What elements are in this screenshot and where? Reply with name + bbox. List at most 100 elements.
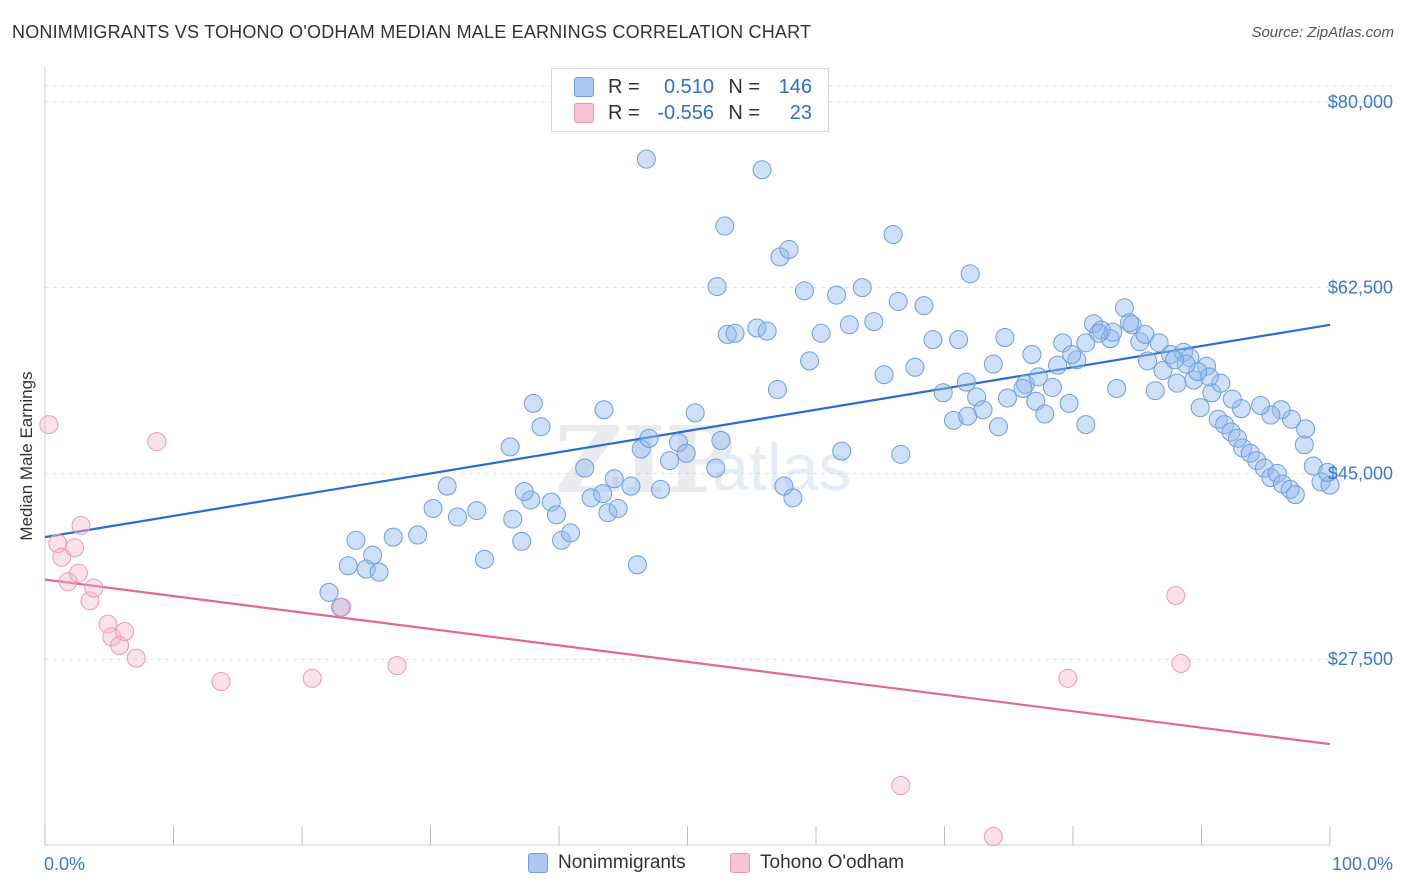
data-point	[1199, 367, 1219, 387]
data-point	[783, 488, 803, 508]
legend-swatch-pink	[730, 853, 750, 873]
data-point	[725, 323, 745, 343]
data-point	[983, 827, 1003, 847]
legend-label-tohono-oodham: Tohono O'odham	[760, 852, 905, 873]
data-point	[546, 505, 566, 525]
data-point	[943, 410, 963, 430]
data-point	[98, 614, 118, 634]
data-point	[1076, 333, 1096, 353]
data-point	[541, 492, 561, 512]
data-point	[832, 441, 852, 461]
watermark: ZIP atlas	[555, 406, 851, 514]
data-point	[1062, 345, 1082, 365]
data-point	[1149, 333, 1169, 353]
series-nonimmigrants	[319, 149, 1340, 617]
data-point	[1028, 367, 1048, 387]
data-point	[891, 444, 911, 464]
data-point	[914, 296, 934, 316]
data-point	[211, 672, 231, 692]
source-label: Source: ZipAtlas.com	[1251, 24, 1394, 41]
data-point	[1303, 456, 1323, 476]
data-point	[1280, 479, 1300, 499]
data-point	[338, 556, 358, 576]
data-point	[639, 428, 659, 448]
data-point	[1281, 409, 1301, 429]
data-point	[747, 318, 767, 338]
legend-swatch-blue	[574, 77, 594, 97]
data-point	[1227, 428, 1247, 448]
data-point	[905, 357, 925, 377]
data-point	[1138, 351, 1158, 371]
data-point	[1022, 345, 1042, 365]
trend-line	[44, 578, 1331, 746]
data-point	[852, 278, 872, 298]
data-point	[126, 648, 146, 668]
data-point	[84, 578, 104, 598]
data-point	[467, 501, 487, 521]
data-point	[608, 498, 628, 518]
data-point	[864, 312, 884, 332]
data-point	[423, 498, 443, 518]
data-point	[514, 481, 534, 501]
data-point	[1188, 362, 1208, 382]
data-point	[604, 469, 624, 489]
data-point	[68, 563, 88, 583]
legend-r-value: 0.510	[663, 75, 714, 98]
data-point	[1294, 435, 1314, 455]
y-tick-label: $62,500	[1328, 278, 1393, 298]
legend-swatch-pink	[574, 103, 594, 123]
data-point	[39, 415, 59, 435]
data-point	[1042, 377, 1062, 397]
data-point	[1089, 323, 1109, 343]
data-point	[779, 239, 799, 259]
data-point	[827, 285, 847, 305]
data-point	[500, 437, 520, 457]
correlation-legend: R = 0.510 N = 146 R = -0.556 N = 23	[551, 68, 829, 132]
trend-lines	[44, 323, 1331, 746]
legend-r-value: -0.556	[657, 101, 714, 124]
data-point	[447, 507, 467, 527]
data-point	[1208, 409, 1228, 429]
data-point	[715, 216, 735, 236]
data-point	[71, 515, 91, 535]
data-point	[794, 281, 814, 301]
legend-n-label: N =	[728, 101, 760, 124]
data-point	[523, 393, 543, 413]
data-point	[1251, 395, 1271, 415]
data-point	[888, 291, 908, 311]
data-point	[717, 324, 737, 344]
data-point	[593, 484, 613, 504]
legend-r-label: R =	[608, 75, 640, 98]
data-point	[363, 545, 383, 565]
data-point	[65, 538, 85, 558]
data-point	[707, 277, 727, 297]
data-point	[1222, 389, 1242, 409]
y-tick-label: $80,000	[1328, 92, 1393, 112]
y-tick-labels: $27,500 $45,000 $62,500 $80,000	[1328, 92, 1393, 669]
data-point	[956, 372, 976, 392]
data-point	[575, 458, 595, 478]
data-point	[983, 354, 1003, 374]
data-point	[437, 476, 457, 496]
data-point	[147, 432, 167, 452]
data-point	[621, 476, 641, 496]
data-point	[631, 439, 651, 459]
data-point	[1145, 381, 1165, 401]
data-point	[949, 330, 969, 350]
legend-row-nonimmigrants: R = 0.510 N = 146	[574, 75, 812, 99]
data-point	[346, 530, 366, 550]
data-point	[960, 264, 980, 284]
data-point	[1167, 373, 1187, 393]
data-point	[1067, 350, 1087, 370]
data-point	[319, 582, 339, 602]
data-point	[1285, 485, 1305, 505]
y-tick-label: $45,000	[1328, 463, 1393, 483]
watermark-zip: ZIP	[555, 406, 734, 514]
data-point	[883, 225, 903, 245]
data-point	[1317, 462, 1337, 482]
data-point	[1114, 298, 1134, 318]
data-point	[581, 488, 601, 508]
data-point	[995, 328, 1015, 348]
data-point	[1035, 404, 1055, 424]
